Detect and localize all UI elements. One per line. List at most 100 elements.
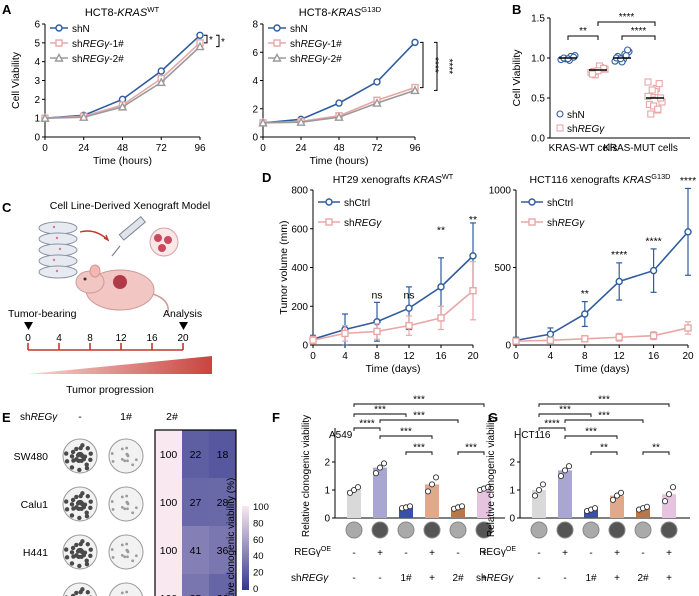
data-point xyxy=(649,266,658,275)
colony-dot xyxy=(70,593,76,596)
sig-bracket xyxy=(621,35,656,40)
timeline-tick-label: 4 xyxy=(56,333,62,344)
colony-dot xyxy=(75,549,81,554)
timeline-tick-label: 0 xyxy=(25,333,31,344)
condition-value: 1# xyxy=(400,573,412,584)
sig-label: * xyxy=(221,37,225,48)
x-tick-label: 72 xyxy=(156,143,168,154)
row-label: SW480 xyxy=(14,451,49,463)
colony-thumbnail-icon xyxy=(556,521,574,539)
mouse-head-icon xyxy=(75,270,105,294)
heatmap-value: 28 xyxy=(217,497,229,509)
sig-label: **** xyxy=(359,419,375,430)
cell-icon xyxy=(158,244,166,252)
data-point xyxy=(346,489,354,496)
data-point xyxy=(424,488,432,495)
colony-dot xyxy=(85,542,91,547)
heatmap-cell xyxy=(155,430,182,478)
data-point xyxy=(649,332,658,340)
colony-dot xyxy=(126,555,129,559)
petri-dish-icon xyxy=(38,243,78,257)
x-tick-label: 16 xyxy=(435,351,447,362)
arrowhead-icon xyxy=(103,234,110,242)
colony-dot xyxy=(69,561,75,566)
data-point xyxy=(644,78,652,86)
petri-dish-icon xyxy=(38,232,78,246)
legend-label: shCtrl xyxy=(344,198,370,209)
colony-dot xyxy=(88,499,93,504)
data-point xyxy=(373,327,381,336)
sig-label: **** xyxy=(631,26,647,37)
colony-dot xyxy=(64,451,69,456)
data-point xyxy=(79,112,89,121)
data-point xyxy=(411,38,419,47)
y-tick-label: 400 xyxy=(291,263,308,274)
condition-value: - xyxy=(563,573,566,584)
heatmap-cell xyxy=(209,526,236,574)
chart-title: HCT8-KRASG13D xyxy=(299,5,382,19)
colony-dot xyxy=(110,452,114,455)
x-tick-label: 48 xyxy=(333,143,345,154)
y-tick-label: 1.5 xyxy=(531,14,545,25)
colony-dot xyxy=(69,502,75,507)
x-tick-label: 0 xyxy=(260,143,266,154)
y-tick-label: 1 xyxy=(324,486,330,497)
colony-thumbnail-icon xyxy=(634,521,652,539)
colony-dot xyxy=(84,558,89,563)
sig-label: ** xyxy=(437,225,445,237)
colony-well-icon xyxy=(108,534,144,570)
timeline-tick-label: 16 xyxy=(146,333,158,344)
condition-value: + xyxy=(614,548,620,559)
bar xyxy=(636,508,650,518)
sig-label: *** xyxy=(400,427,412,438)
colony-dot xyxy=(64,507,70,512)
sig-label: *** xyxy=(585,427,597,438)
condition-value: + xyxy=(377,548,383,559)
colony-dot xyxy=(111,459,115,463)
data-point xyxy=(258,117,268,127)
y-tick-label: 500 xyxy=(494,263,511,274)
x-tick-label: 4 xyxy=(342,351,348,362)
data-point xyxy=(615,277,623,286)
panel-d-chart-ht29: 0 200 400 600 800 0 4 8 12 16 20 Time (days) Tumor v… xyxy=(278,172,479,375)
y-axis-label: Relative clonogenic viability xyxy=(301,415,312,537)
tumor-icon xyxy=(113,275,127,289)
colony-dot xyxy=(120,505,124,509)
y-axis-label: Relative clonogenic viability xyxy=(486,415,497,537)
sig-bracket xyxy=(564,435,618,439)
x-tick-label: 12 xyxy=(403,351,415,362)
sig-label: *** xyxy=(413,395,425,406)
data-point xyxy=(196,31,204,39)
sig-label: ** xyxy=(600,443,608,454)
colony-dot xyxy=(80,443,85,448)
x-tick-label: 8 xyxy=(582,351,588,362)
cell-dot xyxy=(55,236,59,240)
data-point xyxy=(684,324,692,332)
colony-thumbnail-icon xyxy=(582,521,600,539)
data-point xyxy=(512,337,520,345)
sig-label: **** xyxy=(443,59,454,75)
column-header: 1# xyxy=(120,411,132,423)
colony-dot xyxy=(123,555,127,559)
colony-dot xyxy=(120,457,124,461)
colorbar-tick-label: 80 xyxy=(253,518,264,529)
colony-dot xyxy=(110,548,114,551)
colony-dot xyxy=(131,463,135,467)
y-tick-label: 200 xyxy=(291,302,308,313)
condition-value: - xyxy=(456,548,459,559)
data-point xyxy=(334,112,344,121)
y-axis-label: Cell Viability xyxy=(10,51,22,109)
x-tick-label: 20 xyxy=(682,351,694,362)
row-label: H441 xyxy=(23,547,48,559)
petri-dish-icon xyxy=(38,221,78,235)
data-point xyxy=(581,310,589,318)
sig-bracket xyxy=(379,419,459,423)
colony-dot xyxy=(120,591,124,595)
colorbar-label: Relative clonogenic viability (%) xyxy=(226,478,237,596)
x-axis-label: Time (hours) xyxy=(93,155,152,167)
condition-value: - xyxy=(537,573,540,584)
colony-dot xyxy=(80,491,85,496)
heatmap-value: 26 xyxy=(217,593,229,596)
sig-bracket xyxy=(538,427,566,431)
y-tick-label: 600 xyxy=(291,224,308,235)
